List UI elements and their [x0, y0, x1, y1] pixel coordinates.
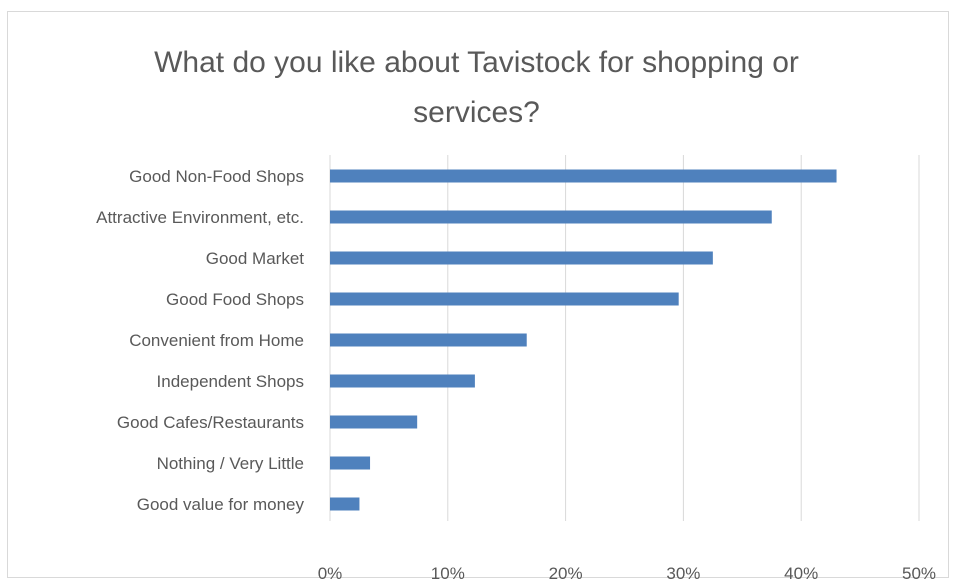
- bar-3: [330, 292, 679, 306]
- category-label-4: Convenient from Home: [129, 331, 304, 350]
- bar-0: [330, 169, 837, 183]
- category-label-0: Good Non-Food Shops: [129, 167, 304, 186]
- chart-title-line-1: What do you like about Tavistock for sho…: [154, 46, 799, 79]
- bar-4: [330, 333, 527, 347]
- bar-8: [330, 497, 360, 511]
- category-label-1: Attractive Environment, etc.: [96, 208, 304, 227]
- bar-1: [330, 210, 772, 224]
- x-tick-label-1: 10%: [431, 564, 465, 581]
- category-label-6: Good Cafes/Restaurants: [117, 413, 304, 432]
- x-tick-label-2: 20%: [549, 564, 583, 581]
- x-tick-label-3: 30%: [666, 564, 700, 581]
- bar-7: [330, 456, 371, 470]
- x-tick-label-4: 40%: [784, 564, 818, 581]
- category-label-7: Nothing / Very Little: [157, 454, 304, 473]
- category-label-3: Good Food Shops: [166, 290, 304, 309]
- category-label-2: Good Market: [206, 249, 305, 268]
- bar-6: [330, 415, 418, 429]
- chart-title: What do you like about Tavistock for sho…: [0, 38, 953, 138]
- category-label-8: Good value for money: [137, 495, 305, 514]
- bar-5: [330, 374, 475, 388]
- x-tick-label-0: 0%: [318, 564, 343, 581]
- x-tick-label-5: 50%: [902, 564, 936, 581]
- chart-title-line-2: services?: [413, 96, 540, 129]
- bar-2: [330, 251, 713, 265]
- category-label-5: Independent Shops: [157, 372, 304, 391]
